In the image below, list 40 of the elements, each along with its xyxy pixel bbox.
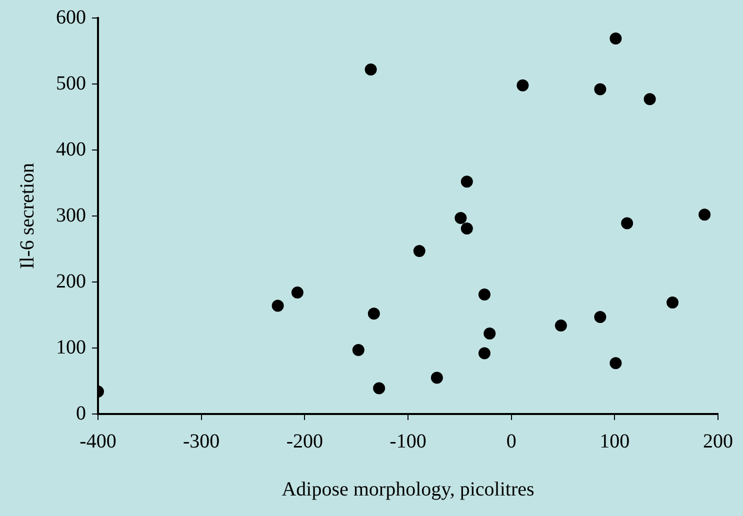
point: [644, 93, 656, 106]
y-tick-label: 600: [56, 6, 86, 28]
point: [373, 382, 386, 394]
y-tick-label: 0: [76, 402, 86, 424]
point: [554, 320, 567, 332]
point: [698, 208, 711, 221]
x-tick-label: -400: [80, 430, 116, 452]
point: [460, 176, 473, 188]
point: [460, 222, 473, 235]
point: [666, 296, 679, 308]
point: [413, 244, 426, 257]
point: [484, 327, 496, 340]
y-tick-label: 100: [56, 336, 86, 358]
y-tick-label: 400: [56, 138, 86, 160]
y-axis-title: Il-6 secretion: [16, 162, 38, 270]
x-tick-label: -100: [390, 430, 426, 452]
y-tick-label: 500: [56, 72, 86, 94]
point: [430, 372, 443, 384]
x-tick-label: -300: [182, 430, 220, 452]
point: [621, 217, 634, 230]
point: [291, 286, 304, 299]
point: [478, 288, 490, 301]
point: [516, 79, 529, 92]
x-tick-label: 0: [506, 430, 516, 452]
point: [610, 32, 622, 44]
point: [364, 63, 377, 76]
point: [610, 357, 622, 370]
x-axis-title: Adipose morphology, picolitres: [282, 478, 534, 500]
point: [594, 83, 606, 96]
point: [352, 344, 364, 356]
point: [272, 300, 284, 312]
point: [454, 212, 467, 224]
y-tick-label: 300: [56, 204, 86, 226]
x-tick-label: 100: [600, 430, 630, 452]
x-tick-label: -200: [286, 430, 324, 452]
point: [594, 310, 606, 323]
x-tick-label: 200: [703, 430, 733, 452]
point: [368, 308, 380, 320]
point: [478, 347, 490, 360]
y-tick-label: 200: [56, 270, 86, 292]
